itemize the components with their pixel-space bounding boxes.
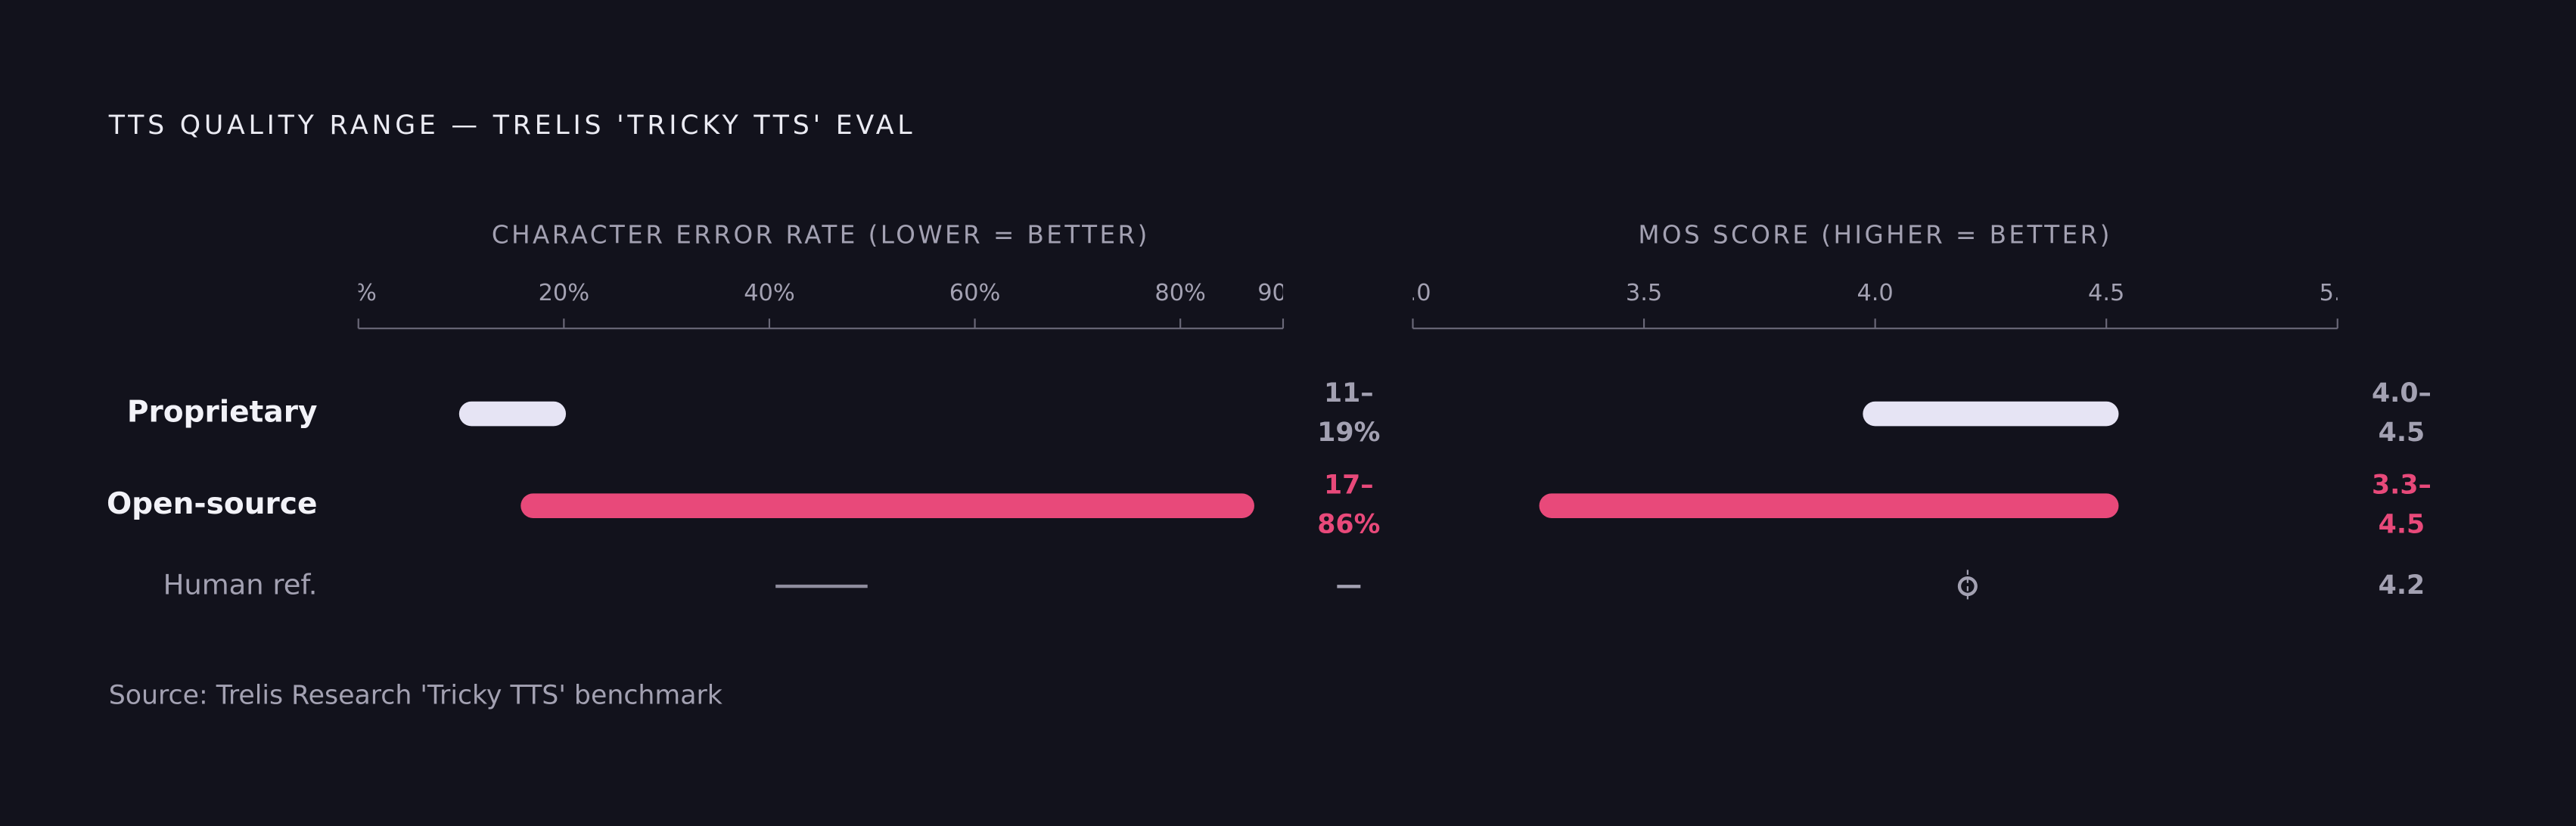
value-label-line: 4.5 (2379, 510, 2425, 540)
value-label-line: 86% (1317, 510, 1380, 540)
tick-group: 0% 20% 40% 60% 80% 90% (340, 280, 1309, 306)
row-label: Open-source (107, 487, 317, 521)
chart-title: TTS QUALITY RANGE — TRELIS 'TRICKY TTS' … (108, 110, 916, 141)
x-tick-label: 3.5 (1626, 280, 1662, 306)
tick-group: 3.0 3.5 4.0 4.5 5.0 (1394, 280, 2356, 306)
value-label: 4.2 (2379, 570, 2425, 601)
value-label: — (1335, 570, 1362, 601)
value-label: 3.3– 4.5 (2372, 470, 2432, 540)
x-tick-label: 3.0 (1394, 280, 1431, 306)
x-tick-label: 5.0 (2320, 280, 2356, 306)
x-tick-label: 4.0 (1857, 280, 1893, 306)
value-label-line: 4.0– (2372, 378, 2432, 408)
value-label-line: 3.3– (2372, 470, 2432, 501)
x-tick-label: 40% (744, 280, 795, 306)
x-tick-label: 20% (539, 280, 590, 306)
value-label-line: 11– (1324, 378, 1374, 408)
x-tick-label: 60% (949, 280, 1001, 306)
value-label-line: 17– (1324, 470, 1374, 501)
row-label: Proprietary (127, 396, 318, 430)
row-label: Human ref. (163, 569, 318, 601)
value-label-line: 19% (1317, 418, 1380, 448)
x-tick-label: 90% (1257, 280, 1309, 306)
axis-label: MOS SCORE (HIGHER = BETTER) (1638, 221, 2112, 250)
x-tick-label: 0% (340, 280, 377, 306)
value-label: 4.0– 4.5 (2372, 378, 2432, 448)
value-label-line: 4.5 (2379, 418, 2425, 448)
x-tick-label: 4.5 (2088, 280, 2124, 306)
axis-label: CHARACTER ERROR RATE (LOWER = BETTER) (492, 221, 1150, 250)
x-tick-label: 80% (1154, 280, 1206, 306)
source-note: Source: Trelis Research 'Tricky TTS' ben… (109, 680, 722, 710)
value-label: 11– 19% (1317, 378, 1380, 448)
value-label: 17– 86% (1317, 470, 1380, 540)
